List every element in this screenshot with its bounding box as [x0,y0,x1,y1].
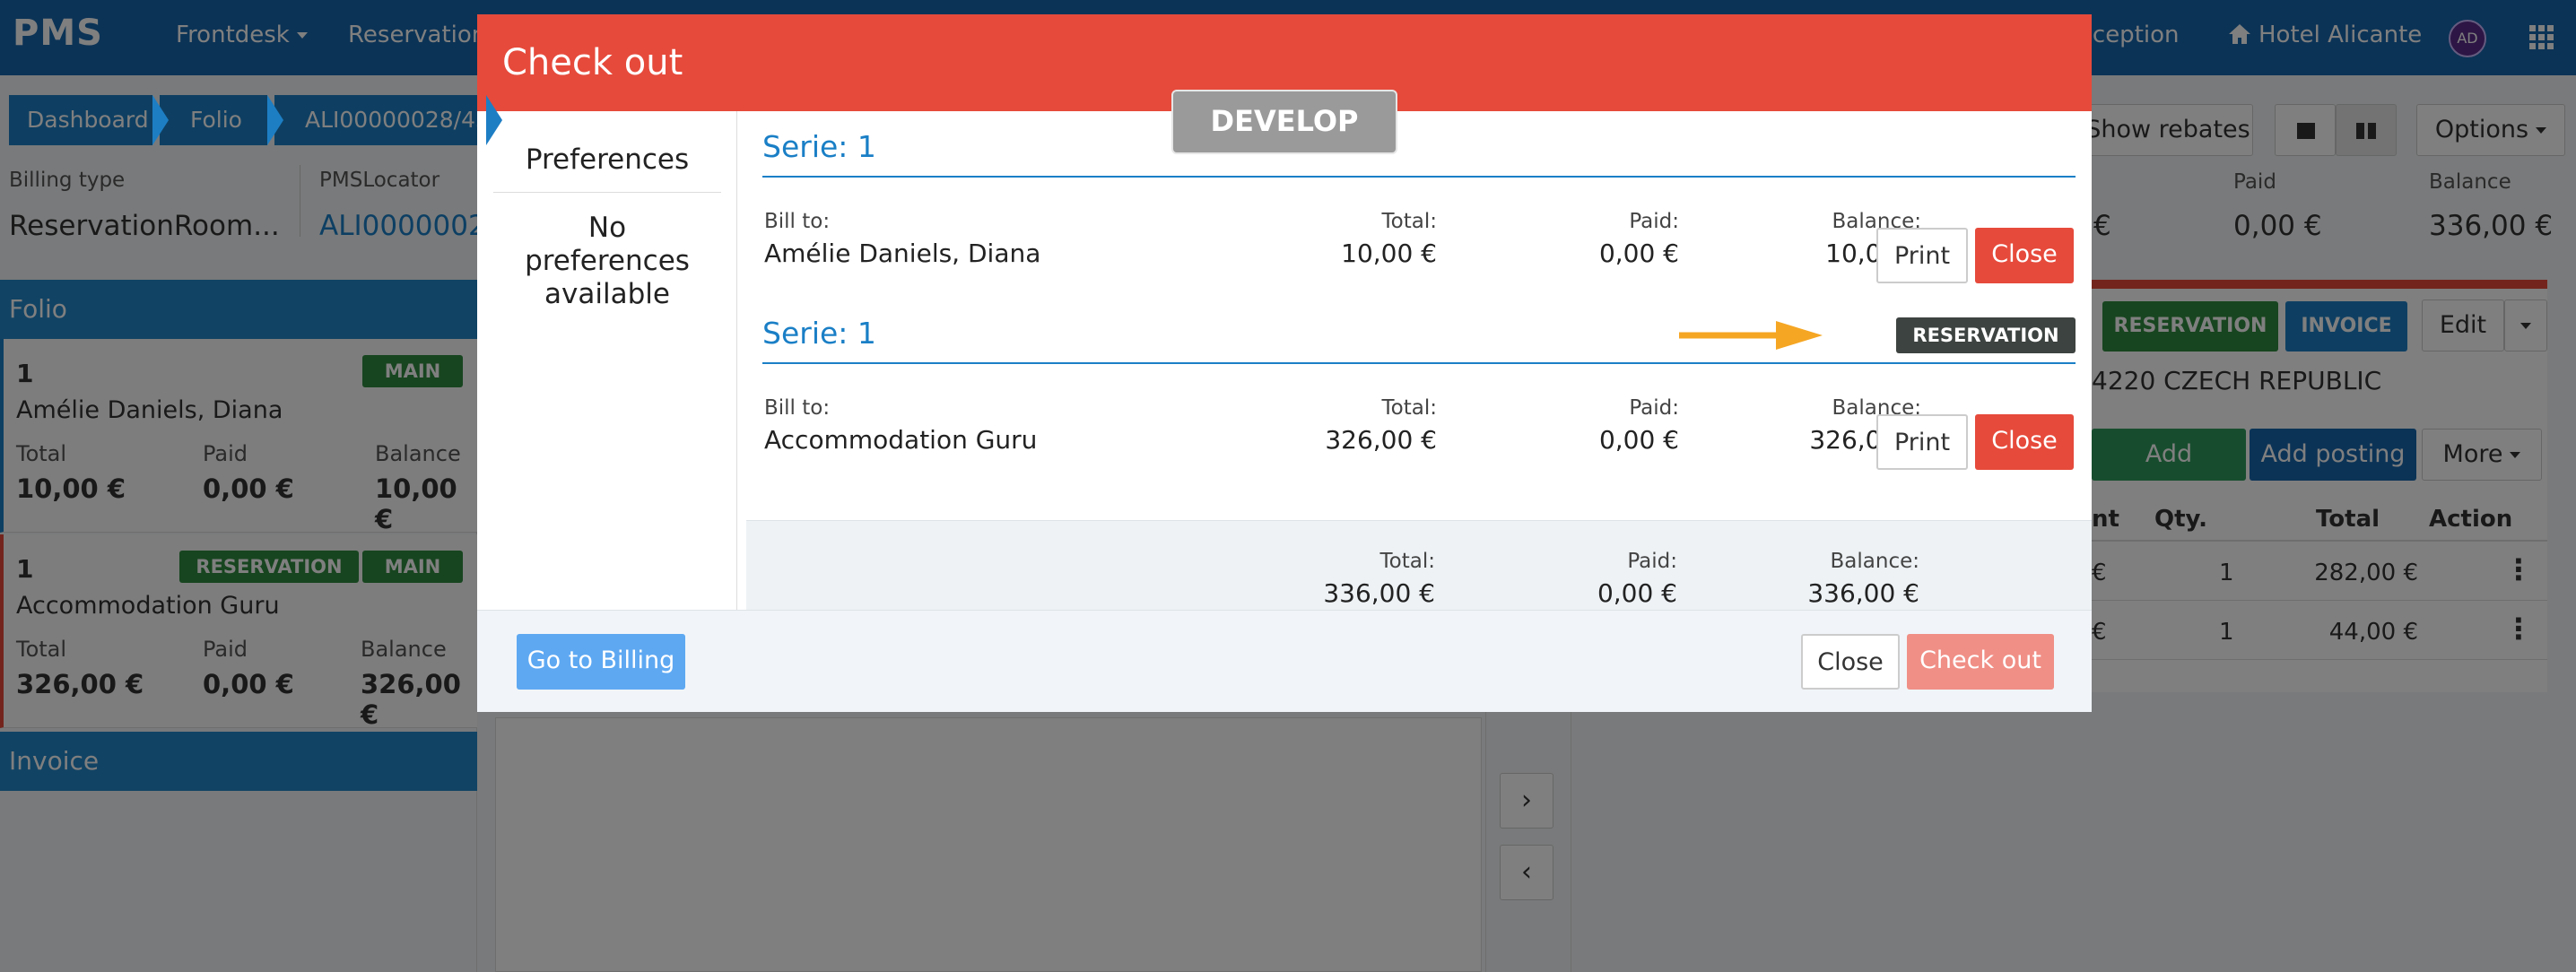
total-value: 326,00 € [1325,425,1437,455]
serie-title: Serie: 1 [762,316,876,351]
paid-value: 0,00 € [1598,239,1679,268]
total-label: Total: [1381,210,1437,233]
close-serie-button[interactable]: Close [1975,414,2074,470]
summary-total-label: Total: [1379,550,1435,573]
arrow-right-icon [1679,321,1823,350]
develop-banner: DEVELOP [1171,90,1397,154]
serie-divider [762,176,2076,178]
bill-to-label: Bill to: [764,396,831,420]
preferences-title: Preferences [525,143,690,176]
bill-to-label: Bill to: [764,210,831,233]
summary-total-value: 336,00 € [1323,578,1435,608]
print-button[interactable]: Print [1876,228,1968,283]
total-label: Total: [1381,396,1437,420]
paid-value: 0,00 € [1598,425,1679,455]
summary-paid-value: 0,00 € [1597,578,1677,608]
serie-divider [762,362,2076,364]
preferences-empty-text: No preferences available [525,212,690,310]
serie-title: Serie: 1 [762,129,876,164]
paid-label: Paid: [1629,210,1679,233]
check-out-button[interactable]: Check out [1907,634,2054,690]
summary-row: Total: 336,00 € Paid: 0,00 € Balance: 33… [746,520,2092,610]
close-modal-button[interactable]: Close [1801,634,1900,690]
print-button[interactable]: Print [1876,414,1968,470]
summary-balance-value: 336,00 € [1807,578,1919,608]
bill-to-name: Accommodation Guru [764,425,1038,455]
summary-paid-label: Paid: [1627,550,1677,573]
preferences-divider [493,192,721,193]
modal-footer: Go to Billing Close Check out [477,610,2092,712]
total-value: 10,00 € [1341,239,1437,268]
paid-label: Paid: [1629,396,1679,420]
preferences-panel: Preferences No preferences available [493,111,737,610]
close-serie-button[interactable]: Close [1975,228,2074,283]
reservation-badge: RESERVATION [1896,317,2076,353]
modal-title: Check out [477,14,2092,111]
summary-balance-label: Balance: [1830,550,1919,573]
go-to-billing-button[interactable]: Go to Billing [517,634,685,690]
checkout-modal: Check out DEVELOP Preferences No prefere… [477,14,2092,712]
bill-to-name: Amélie Daniels, Diana [764,239,1041,268]
